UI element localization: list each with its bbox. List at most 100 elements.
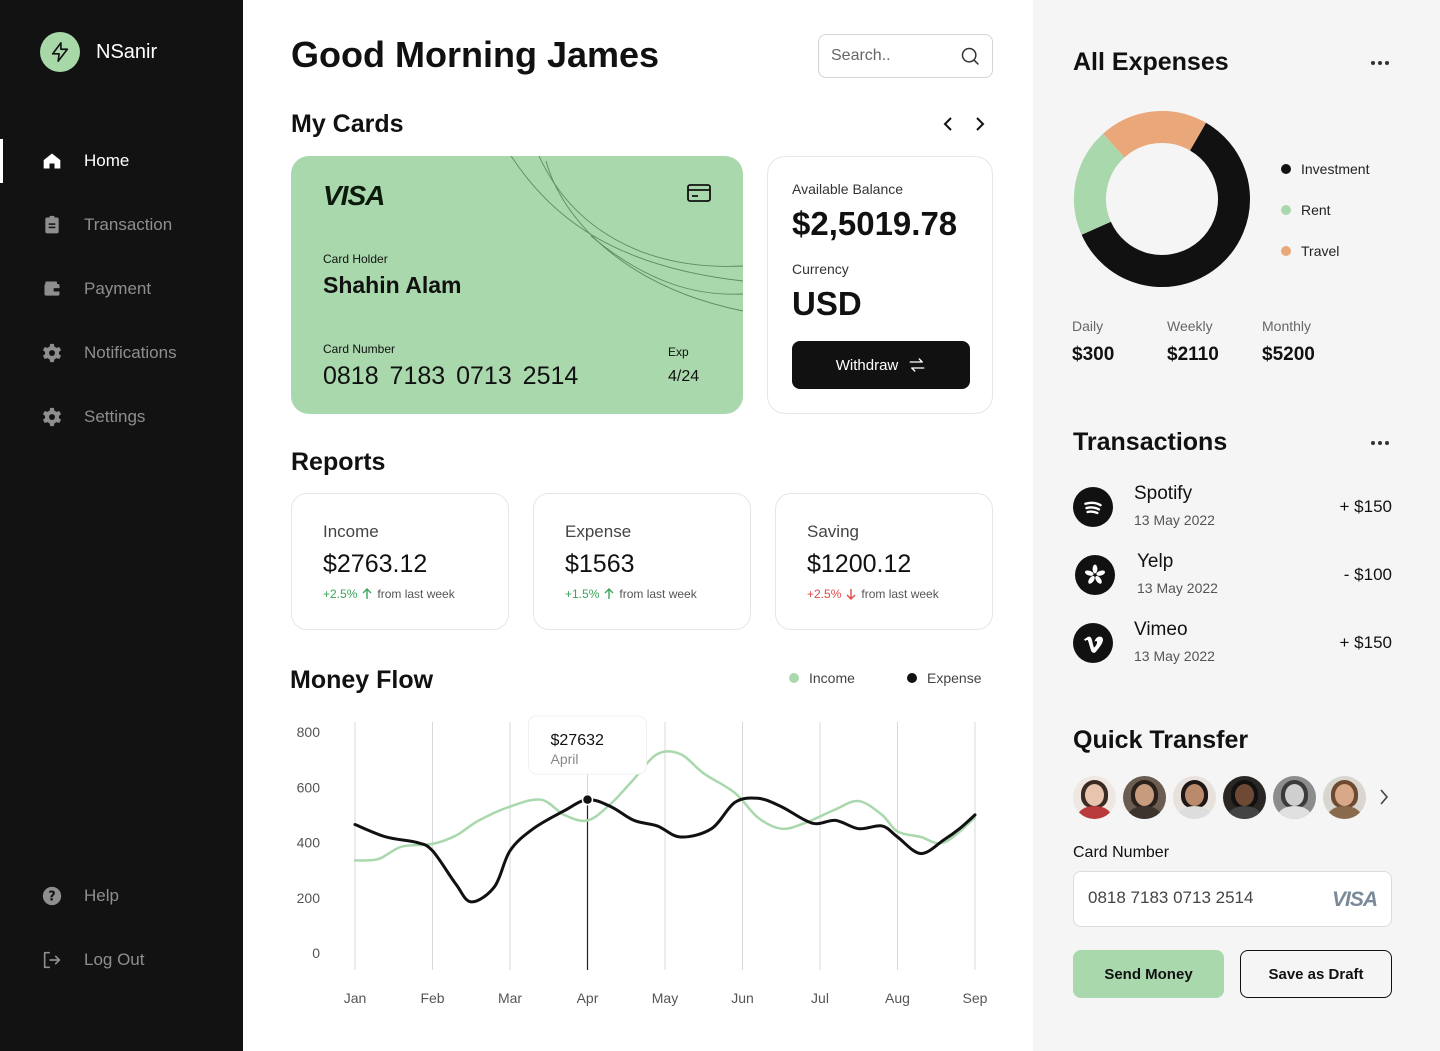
avatar[interactable] — [1273, 776, 1316, 819]
quick-transfer-title: Quick Transfer — [1073, 726, 1249, 754]
sidebar-item-label: Log Out — [84, 950, 145, 969]
transaction-row[interactable]: Yelp 13 May 2022 - $100 — [1073, 551, 1392, 599]
arrow-up-icon — [362, 588, 372, 599]
card-pattern — [510, 156, 743, 312]
sidebar-item-home[interactable]: Home — [0, 139, 243, 183]
credit-card[interactable]: VISA Card Holder Shahin Alam Card Number… — [291, 156, 743, 414]
transaction-name: Vimeo — [1134, 619, 1188, 640]
sidebar-item-notifications[interactable]: Notifications — [0, 331, 243, 375]
change-suffix: from last week — [377, 587, 455, 601]
avatar[interactable] — [1173, 776, 1216, 819]
income-series-line — [353, 750, 977, 862]
report-value: $1563 — [565, 550, 635, 578]
all-expenses-title: All Expenses — [1073, 48, 1229, 76]
currency-label: Currency — [792, 261, 849, 277]
avatar[interactable] — [1323, 776, 1366, 819]
change-percent: +2.5% — [323, 587, 358, 601]
sidebar-item-help[interactable]: ? Help — [0, 874, 243, 918]
report-value: $1200.12 — [807, 550, 912, 578]
contacts-row — [1073, 776, 1366, 819]
y-tick-label: 800 — [297, 724, 321, 740]
x-tick-label: Jul — [811, 990, 829, 1006]
card-number-input[interactable] — [1088, 888, 1308, 908]
donut-slice-rent — [1074, 133, 1126, 235]
more-icon[interactable] — [1371, 441, 1389, 445]
balance-panel: Available Balance $2,5019.78 Currency US… — [767, 156, 993, 414]
reports-title: Reports — [291, 448, 386, 476]
transfer-icon — [909, 358, 925, 372]
legend-expense-swatch — [907, 673, 917, 683]
clipboard-icon — [40, 213, 64, 237]
y-tick-label: 400 — [297, 835, 321, 851]
search-input[interactable] — [831, 47, 951, 65]
card-number-label: Card Number — [323, 342, 396, 356]
save-draft-button[interactable]: Save as Draft — [1240, 950, 1392, 998]
period-monthly: Monthly $5200 — [1262, 318, 1315, 366]
sidebar-item-label: Payment — [84, 279, 152, 298]
transaction-name: Yelp — [1137, 551, 1174, 572]
transaction-row[interactable]: Spotify 13 May 2022 + $150 — [1073, 483, 1392, 531]
chevron-right-icon[interactable] — [973, 112, 987, 136]
sidebar-item-logout[interactable]: Log Out — [0, 938, 243, 982]
highlight-point[interactable] — [581, 793, 594, 806]
yelp-icon — [1075, 555, 1115, 595]
legend-swatch — [1281, 204, 1291, 215]
legend-label: Rent — [1301, 201, 1331, 218]
period-daily: Daily $300 — [1072, 318, 1114, 366]
sidebar-item-transaction[interactable]: Transaction — [0, 203, 243, 247]
transaction-date: 13 May 2022 — [1134, 512, 1215, 528]
help-icon: ? — [40, 884, 64, 908]
avatar[interactable] — [1223, 776, 1266, 819]
gear-icon — [40, 341, 64, 365]
visa-logo: VISA — [323, 180, 385, 211]
legend-income-label: Income — [809, 670, 855, 686]
spotify-icon — [1073, 487, 1113, 527]
x-tick-label: Sep — [963, 990, 988, 1006]
sidebar-item-label: Help — [84, 886, 119, 905]
y-tick-label: 0 — [312, 945, 320, 961]
change-percent: +1.5% — [565, 587, 600, 601]
transaction-amount: - $100 — [1343, 565, 1392, 584]
my-cards-title: My Cards — [291, 110, 404, 138]
legend-rent: Rent — [1281, 189, 1369, 230]
legend-expense: Expense — [907, 670, 981, 686]
report-change: +1.5% from last week — [565, 587, 697, 601]
donut-slice-investment — [1081, 122, 1250, 287]
logout-icon — [40, 948, 64, 972]
brand-name: NSanir — [96, 40, 158, 63]
period-value: $300 — [1072, 344, 1115, 365]
search-icon[interactable] — [960, 46, 980, 71]
chevron-right-icon[interactable] — [1379, 788, 1389, 811]
more-icon[interactable] — [1371, 61, 1389, 65]
avatar[interactable] — [1123, 776, 1166, 819]
transaction-row[interactable]: Vimeo 13 May 2022 + $150 — [1073, 619, 1392, 667]
sidebar-item-settings[interactable]: Settings — [0, 395, 243, 439]
x-tick-label: Apr — [577, 990, 599, 1006]
sidebar-item-payment[interactable]: Payment — [0, 267, 243, 311]
card-exp-date: 4/24 — [668, 368, 700, 385]
sidebar-item-label: Transaction — [84, 215, 173, 234]
expense-series-line — [353, 796, 977, 904]
send-money-button[interactable]: Send Money — [1073, 950, 1224, 998]
x-tick-label: Jan — [344, 990, 367, 1006]
y-tick-label: 600 — [297, 779, 321, 795]
card-holder-label: Card Holder — [323, 252, 388, 266]
report-label: Saving — [807, 522, 859, 541]
chevron-left-icon[interactable] — [941, 112, 955, 136]
x-tick-label: Mar — [498, 990, 522, 1006]
brand[interactable]: NSanir — [40, 32, 157, 72]
report-change: +2.5% from last week — [323, 587, 455, 601]
legend-income: Income — [789, 670, 855, 686]
sidebar-item-label: Settings — [84, 407, 146, 426]
avatar[interactable] — [1073, 776, 1116, 819]
chart-tooltip: $27632 April — [528, 715, 647, 775]
balance-label: Available Balance — [792, 181, 904, 197]
search-box — [818, 34, 993, 78]
withdraw-label: Withdraw — [835, 356, 899, 374]
report-value: $2763.12 — [323, 550, 428, 578]
transaction-amount: + $150 — [1339, 633, 1392, 652]
withdraw-button[interactable]: Withdraw — [792, 341, 970, 389]
sidebar: NSanir Home Transaction Payment Notifica… — [0, 0, 243, 1051]
change-suffix: from last week — [619, 587, 697, 601]
donut-legend: Investment Rent Travel — [1281, 148, 1369, 271]
